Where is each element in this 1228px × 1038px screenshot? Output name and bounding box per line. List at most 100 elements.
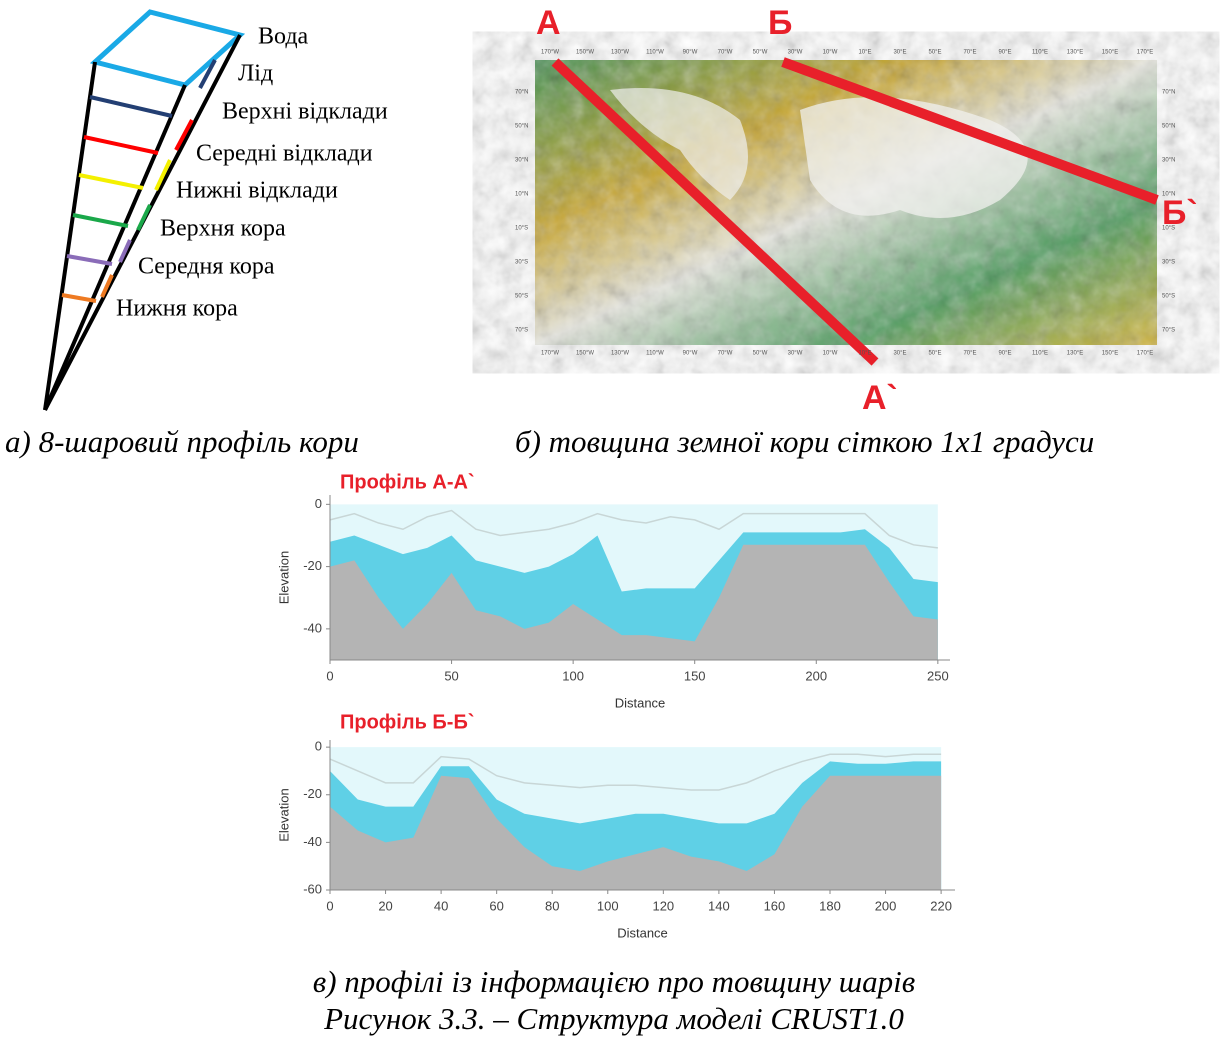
lon-label: 150°W — [576, 351, 594, 357]
x-tick-label: 220 — [930, 898, 952, 913]
x-tick-label: 180 — [819, 898, 841, 913]
lon-label: 50°W — [753, 50, 768, 56]
x-tick-label: 150 — [684, 668, 706, 683]
lat-label: 10°N — [1162, 192, 1175, 198]
lat-label: 10°S — [515, 226, 528, 232]
lat-label: 50°S — [1162, 294, 1175, 300]
figure: Вода Лід Верхні відклади Середні відклад… — [0, 0, 1228, 1038]
x-tick-label: 40 — [434, 898, 448, 913]
layer-line — [73, 215, 128, 226]
layer-line — [79, 175, 143, 188]
lon-label: 70°E — [963, 351, 976, 357]
lon-label: 170°W — [541, 50, 559, 56]
lon-label: 10°E — [858, 351, 871, 357]
layer-label: Середня кора — [138, 254, 275, 280]
layer-line — [90, 97, 172, 116]
lon-label: 170°E — [1137, 351, 1153, 357]
lat-label: 50°S — [515, 294, 528, 300]
lon-label: 110°W — [646, 50, 664, 56]
lon-label: 130°W — [611, 50, 629, 56]
caption: а) 8-шаровий профіль кори — [5, 424, 359, 459]
lon-label: 90°W — [683, 351, 698, 357]
lat-label: 30°N — [515, 158, 528, 164]
lon-label: 30°W — [788, 351, 803, 357]
lon-label: 50°W — [753, 351, 768, 357]
lon-label: 170°E — [1137, 50, 1153, 56]
x-tick-label: 100 — [597, 898, 619, 913]
layer-label: Середні відклади — [196, 141, 373, 167]
lon-label: 110°E — [1032, 50, 1048, 56]
y-tick-label: 0 — [315, 739, 322, 754]
layer-label: Лід — [238, 61, 273, 87]
profile-end: А` — [862, 379, 898, 417]
profile-start: Б — [768, 4, 792, 42]
lat-label: 30°S — [1162, 260, 1175, 266]
lat-label: 30°N — [1162, 158, 1175, 164]
lat-label: 70°N — [1162, 90, 1175, 96]
lon-label: 110°W — [646, 351, 664, 357]
x-tick-label: 0 — [326, 668, 333, 683]
x-tick-label: 140 — [708, 898, 730, 913]
lon-label: 10°E — [858, 50, 871, 56]
chart-title: Профіль Б-Б` — [340, 711, 475, 733]
lon-label: 150°W — [576, 50, 594, 56]
caption: в) профілі із інформацією про товщину ша… — [313, 964, 915, 999]
layer-label: Нижні відклади — [176, 178, 338, 204]
lon-label: 30°W — [788, 50, 803, 56]
lon-label: 30°E — [893, 50, 906, 56]
lon-label: 70°W — [718, 351, 733, 357]
lat-label: 50°N — [1162, 124, 1175, 130]
chart-title: Профіль А-А` — [340, 471, 475, 493]
caption: Рисунок 3.3. – Структура моделі CRUST1.0 — [323, 1001, 904, 1036]
page: Вода Лід Верхні відклади Середні відклад… — [0, 0, 1228, 1038]
lon-label: 90°E — [998, 351, 1011, 357]
layer-line — [84, 137, 158, 153]
x-tick-label: 0 — [326, 898, 333, 913]
profile-start: А — [536, 4, 561, 42]
edge — [45, 85, 185, 410]
lon-label: 10°W — [823, 50, 838, 56]
y-tick-label: -60 — [303, 881, 322, 896]
lat-label: 70°S — [515, 328, 528, 334]
layer-label: Верхня кора — [160, 216, 286, 242]
lon-label: 130°E — [1067, 50, 1083, 56]
lon-label: 90°E — [998, 50, 1011, 56]
layer-line — [62, 295, 96, 301]
y-tick-label: -20 — [303, 786, 322, 801]
lon-label: 70°E — [963, 50, 976, 56]
lat-label: 30°S — [515, 260, 528, 266]
lon-label: 10°W — [823, 351, 838, 357]
x-tick-label: 60 — [489, 898, 503, 913]
layer-label: Нижня кора — [116, 296, 238, 322]
lon-label: 70°W — [718, 50, 733, 56]
x-tick-label: 200 — [805, 668, 827, 683]
layer-line — [67, 256, 112, 264]
x-axis-label: Distance — [615, 695, 666, 710]
lon-label: 130°E — [1067, 351, 1083, 357]
x-tick-label: 250 — [927, 668, 949, 683]
lat-label: 50°N — [515, 124, 528, 130]
lat-label: 10°N — [515, 192, 528, 198]
lon-label: 170°W — [541, 351, 559, 357]
y-axis-label: Elevation — [276, 788, 291, 841]
lon-label: 30°E — [893, 351, 906, 357]
lat-label: 70°N — [515, 90, 528, 96]
lon-label: 110°E — [1032, 351, 1048, 357]
lon-label: 150°E — [1102, 351, 1118, 357]
y-tick-label: -40 — [303, 620, 322, 635]
x-tick-label: 50 — [444, 668, 458, 683]
x-tick-label: 20 — [378, 898, 392, 913]
y-axis-label: Elevation — [276, 551, 291, 604]
lon-label: 50°E — [928, 351, 941, 357]
lon-label: 50°E — [928, 50, 941, 56]
lon-label: 90°W — [683, 50, 698, 56]
x-tick-label: 160 — [764, 898, 786, 913]
lat-label: 70°S — [1162, 328, 1175, 334]
lon-label: 130°W — [611, 351, 629, 357]
layer-label: Вода — [258, 24, 309, 50]
world-map: А Б А` Б` 170°W170°W150°W150°W130°W130°W… — [515, 4, 1198, 417]
y-tick-label: -40 — [303, 834, 322, 849]
x-tick-label: 80 — [545, 898, 559, 913]
crust-diagram: Вода Лід Верхні відклади Середні відклад… — [45, 12, 388, 410]
x-tick-label: 100 — [562, 668, 584, 683]
